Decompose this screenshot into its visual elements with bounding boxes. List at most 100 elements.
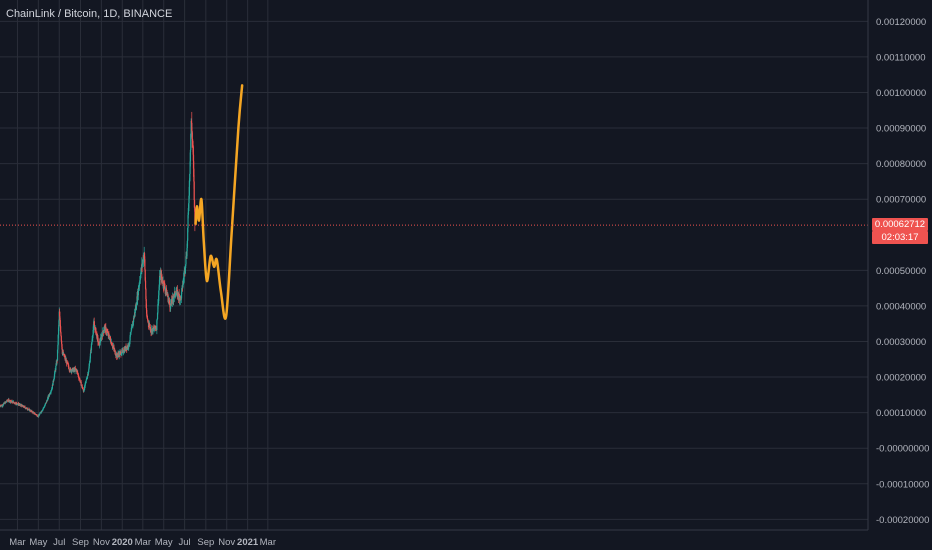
candle-body xyxy=(102,330,104,332)
forecast-line xyxy=(194,84,244,320)
candle-body xyxy=(103,330,105,333)
candle-body xyxy=(142,256,145,262)
candle-body xyxy=(89,353,92,359)
y-tick-label: 0.00100000 xyxy=(876,88,926,99)
candle-body xyxy=(130,330,132,333)
candle-body xyxy=(91,339,93,343)
candle-body xyxy=(95,328,97,335)
grid-lines xyxy=(0,0,868,530)
candle-body xyxy=(136,304,138,307)
candle-body xyxy=(60,336,62,341)
candle-body xyxy=(83,389,85,391)
candle-body xyxy=(88,363,90,367)
x-tick-label: Sep xyxy=(197,537,214,548)
x-tick-label: Jul xyxy=(179,537,191,548)
x-tick-label: 2020 xyxy=(112,537,133,548)
candle-body xyxy=(88,369,90,373)
symbol-title: ChainLink / Bitcoin, 1D, BINANCE xyxy=(6,8,173,20)
candle-body xyxy=(90,343,93,351)
candle-body xyxy=(193,181,195,201)
candle-body xyxy=(152,327,154,332)
candle-body xyxy=(144,269,146,281)
candle-body xyxy=(168,300,171,304)
x-tick-label: Mar xyxy=(135,537,151,548)
candle-body xyxy=(13,401,15,403)
candle-body xyxy=(149,326,151,331)
last-price-badge: 0.00062712 xyxy=(872,218,928,232)
candle-body xyxy=(41,410,43,412)
candle-body xyxy=(129,335,131,341)
x-tick-label: Sep xyxy=(72,537,89,548)
candle-body xyxy=(110,339,112,343)
candle-body xyxy=(57,327,60,335)
bar-countdown-badge: 02:03:17 xyxy=(872,231,928,245)
price-axis[interactable]: 0.00120000 0.00110000 0.00100000 0.00090000… xyxy=(867,0,929,530)
candle-body xyxy=(57,334,59,345)
candle-body xyxy=(98,341,100,344)
y-tick-label: 0.00080000 xyxy=(876,159,926,170)
candle-body xyxy=(143,253,146,260)
x-tick-label: May xyxy=(29,537,47,548)
candle-body xyxy=(189,149,192,162)
candle-body xyxy=(60,326,62,333)
candle-body xyxy=(38,414,40,417)
candle-body xyxy=(92,324,95,330)
candle-body xyxy=(158,289,160,296)
candle-body xyxy=(2,405,4,406)
y-tick-label: 0.00030000 xyxy=(876,337,926,348)
candle-body xyxy=(188,180,191,196)
y-tick-label: -0.00010000 xyxy=(876,479,929,490)
candle-body xyxy=(43,407,45,408)
candle-body xyxy=(158,284,160,290)
candle-body xyxy=(72,369,74,372)
y-tick-label: -0.00020000 xyxy=(876,515,929,526)
y-tick-label: 0.00010000 xyxy=(876,408,926,419)
candle-body xyxy=(190,133,192,150)
candle-body xyxy=(130,332,132,335)
forecast-drawing[interactable] xyxy=(194,84,244,320)
candle-body xyxy=(61,344,63,350)
x-tick-label: Nov xyxy=(93,537,110,548)
candle-body xyxy=(46,400,48,402)
candle-body xyxy=(10,401,12,403)
candle-body xyxy=(180,296,182,298)
candle-body xyxy=(50,390,52,391)
candle-body xyxy=(187,215,189,229)
candle-body xyxy=(189,161,191,174)
candle-body xyxy=(60,332,62,337)
candle-body xyxy=(83,385,86,390)
x-tick-label: Nov xyxy=(218,537,235,548)
candle-body xyxy=(190,120,192,134)
y-tick-label: 0.00120000 xyxy=(876,17,926,28)
candlestick-series xyxy=(0,111,196,418)
y-tick-label: 0.00020000 xyxy=(876,373,926,384)
candle-body xyxy=(56,349,59,361)
candle-body xyxy=(83,390,85,392)
candle-body xyxy=(54,371,56,375)
candle-body xyxy=(24,406,26,408)
candle-body xyxy=(53,379,55,381)
candle-body xyxy=(169,303,172,309)
x-tick-label: May xyxy=(155,537,173,548)
x-tick-label: Mar xyxy=(9,537,25,548)
candle-body xyxy=(82,388,84,391)
candle-body xyxy=(57,344,59,350)
candle-body xyxy=(154,325,156,328)
candle-body xyxy=(144,280,147,289)
candle-body xyxy=(125,346,127,350)
candle-body xyxy=(111,342,113,346)
y-tick-label: 0.00040000 xyxy=(876,301,926,312)
candle-body xyxy=(85,379,87,381)
candle-body xyxy=(16,402,18,404)
candle-body xyxy=(55,365,57,371)
candle-body xyxy=(156,312,159,320)
candle-body xyxy=(185,256,187,265)
candle-body xyxy=(193,168,195,182)
time-axis[interactable]: Mar May Jul Sep Nov 2020 Mar May Jul Sep Nov 2021 Ma… xyxy=(0,529,868,548)
candle-body xyxy=(180,291,183,299)
candle-body xyxy=(59,320,61,327)
candle-body xyxy=(134,308,136,313)
y-tick-label: 0.00090000 xyxy=(876,124,926,135)
candle-body xyxy=(39,413,41,415)
